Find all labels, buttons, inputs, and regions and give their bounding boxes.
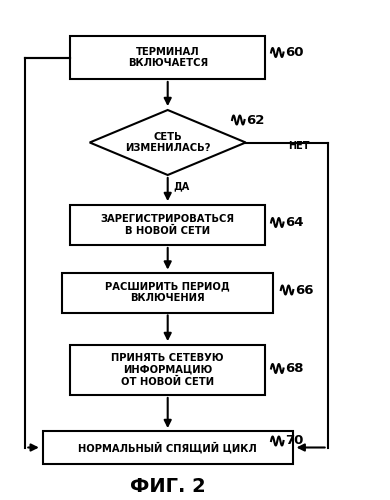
Text: 68: 68	[285, 362, 303, 375]
Text: 64: 64	[285, 216, 303, 229]
Text: СЕТЬ
ИЗМЕНИЛАСЬ?: СЕТЬ ИЗМЕНИЛАСЬ?	[125, 132, 211, 154]
FancyBboxPatch shape	[43, 431, 292, 464]
Text: ТЕРМИНАЛ
ВКЛЮЧАЕТСЯ: ТЕРМИНАЛ ВКЛЮЧАЕТСЯ	[128, 46, 208, 68]
FancyBboxPatch shape	[70, 205, 265, 245]
Text: 60: 60	[285, 46, 303, 59]
FancyBboxPatch shape	[70, 345, 265, 395]
Text: 62: 62	[246, 114, 264, 126]
FancyBboxPatch shape	[62, 272, 273, 312]
Text: НОРМАЛЬНЫЙ СПЯЩИЙ ЦИКЛ: НОРМАЛЬНЫЙ СПЯЩИЙ ЦИКЛ	[78, 442, 257, 454]
Text: 70: 70	[285, 434, 303, 448]
Text: ДА: ДА	[174, 181, 190, 191]
Text: ПРИНЯТЬ СЕТЕВУЮ
ИНФОРМАЦИЮ
ОТ НОВОЙ СЕТИ: ПРИНЯТЬ СЕТЕВУЮ ИНФОРМАЦИЮ ОТ НОВОЙ СЕТИ	[112, 354, 224, 386]
Text: ЗАРЕГИСТРИРОВАТЬСЯ
В НОВОЙ СЕТИ: ЗАРЕГИСТРИРОВАТЬСЯ В НОВОЙ СЕТИ	[101, 214, 235, 236]
Text: ФИГ. 2: ФИГ. 2	[130, 476, 206, 496]
Text: РАСШИРИТЬ ПЕРИОД
ВКЛЮЧЕНИЯ: РАСШИРИТЬ ПЕРИОД ВКЛЮЧЕНИЯ	[105, 282, 230, 304]
Text: 66: 66	[295, 284, 313, 296]
Text: НЕТ: НЕТ	[289, 141, 310, 151]
FancyBboxPatch shape	[70, 36, 265, 78]
Polygon shape	[90, 110, 246, 175]
